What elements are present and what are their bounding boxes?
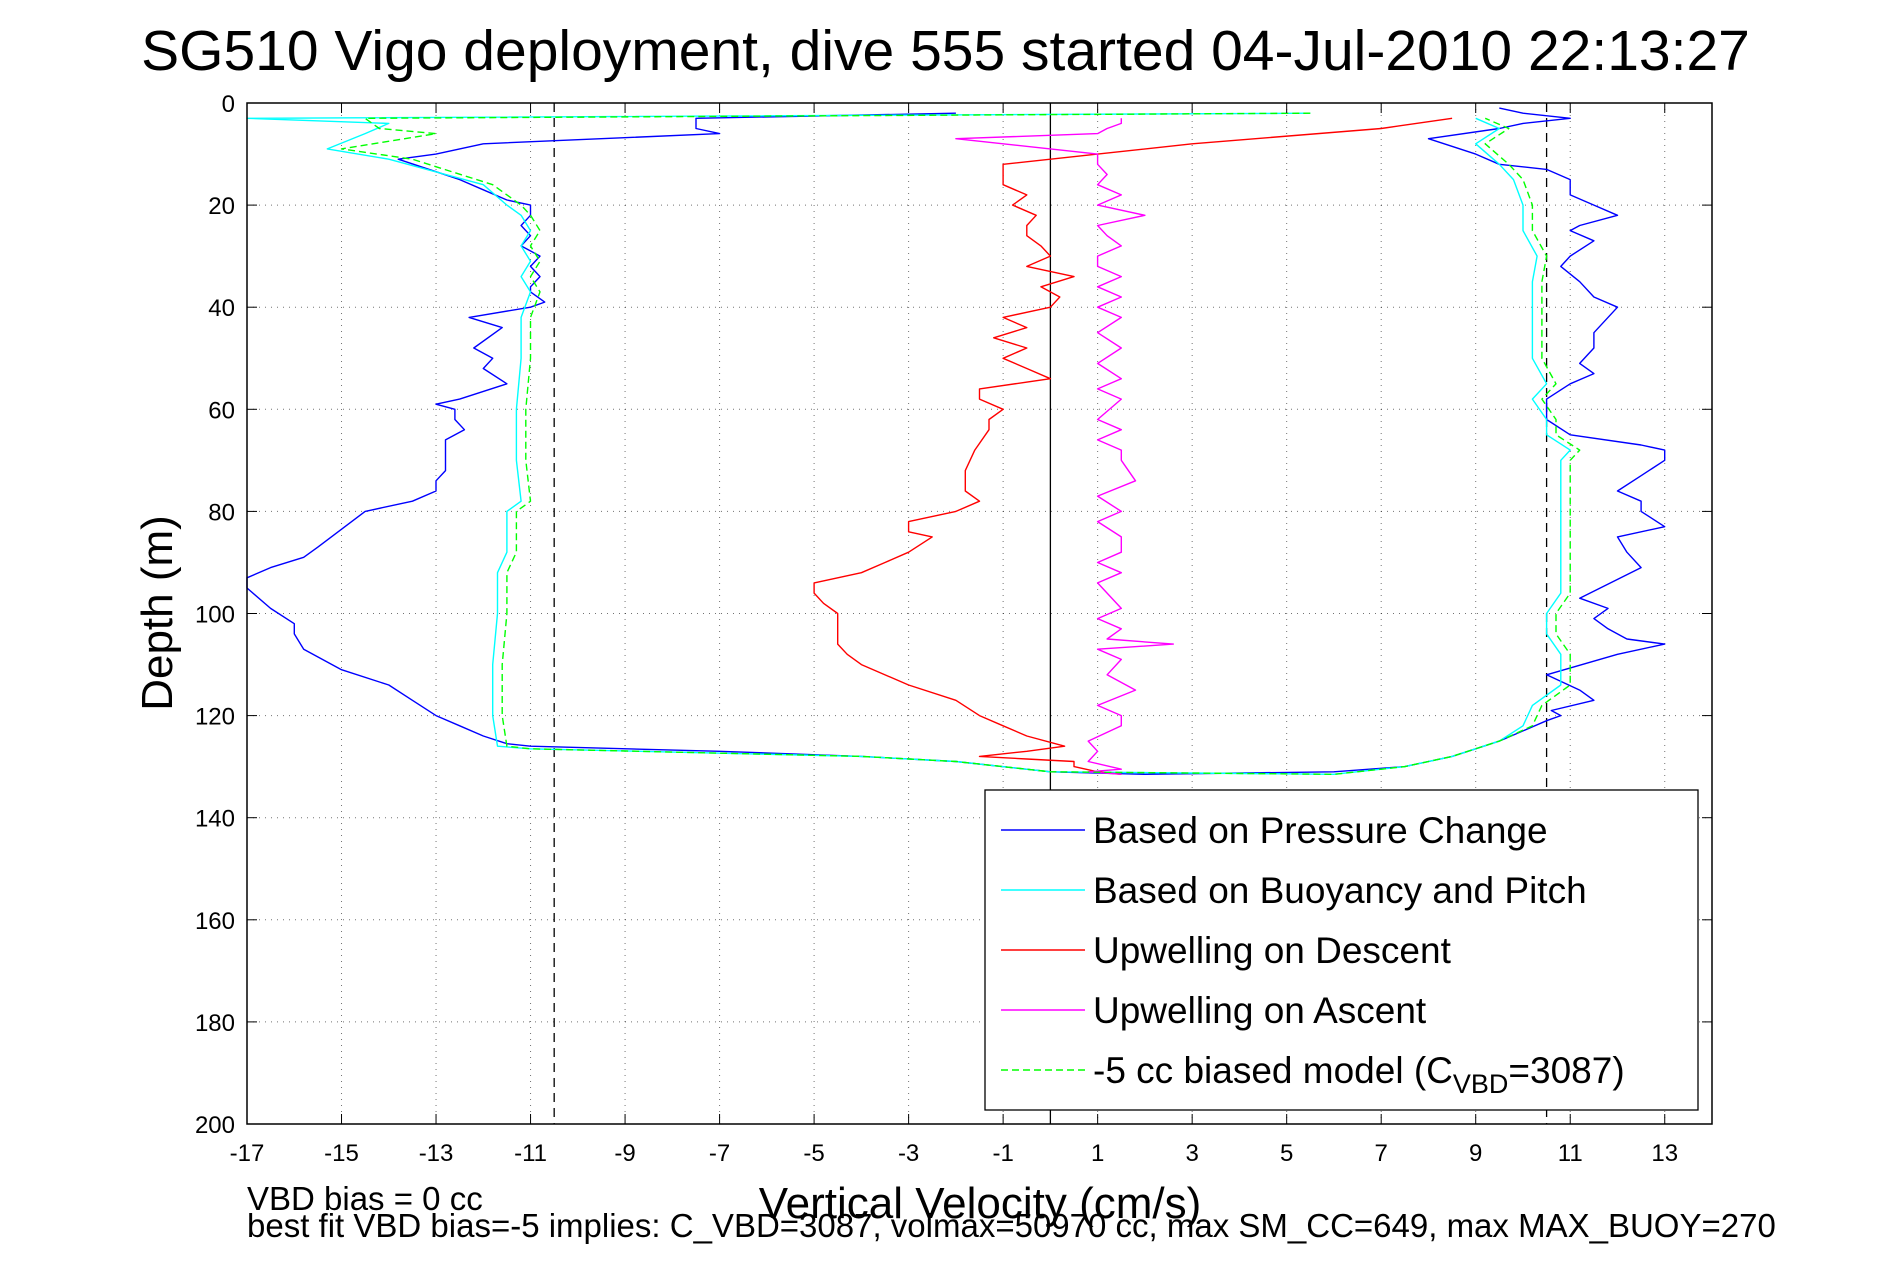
y-tick-label: 160 <box>195 908 235 935</box>
chart-title: SG510 Vigo deployment, dive 555 started … <box>141 19 1750 83</box>
x-tick-label: -3 <box>898 1140 919 1167</box>
series-line <box>955 118 1175 775</box>
y-tick-label: 40 <box>208 295 235 322</box>
legend-entry: Based on Pressure Change <box>1093 810 1548 851</box>
x-tick-label: 3 <box>1185 1140 1198 1167</box>
vbd-bias-note: VBD bias = 0 cc <box>247 1180 483 1217</box>
legend-entry: Based on Buoyancy and Pitch <box>1093 870 1587 911</box>
x-tick-label: -17 <box>230 1140 265 1167</box>
y-tick-label: 100 <box>195 602 235 629</box>
y-tick-label: 20 <box>208 193 235 220</box>
y-axis-label: Depth (m) <box>133 515 182 711</box>
x-tick-label: 13 <box>1651 1140 1678 1167</box>
series-line <box>340 112 1581 775</box>
legend-box <box>984 789 1699 1111</box>
best-fit-note: best fit VBD bias=-5 implies: C_VBD=3087… <box>247 1207 1776 1244</box>
x-tick-label: -15 <box>324 1140 359 1167</box>
data-series <box>246 107 1666 775</box>
legend-entry: -5 cc biased model (CVBD=3087) <box>1093 1050 1625 1099</box>
y-tick-label: 120 <box>195 704 235 731</box>
x-tick-label: -11 <box>514 1140 547 1167</box>
y-tick-label: 200 <box>195 1112 235 1139</box>
legend-entry: Upwelling on Ascent <box>1093 990 1427 1031</box>
x-tick-label: 1 <box>1091 1140 1104 1167</box>
y-tick-label: 60 <box>208 397 235 424</box>
series-line <box>246 112 1571 775</box>
x-tick-label: -13 <box>419 1140 454 1167</box>
series-line <box>813 117 1453 775</box>
x-tick-label: -7 <box>709 1140 730 1167</box>
y-tick-label: 180 <box>195 1010 235 1037</box>
series-line <box>246 107 1666 775</box>
x-axis-label: Vertical Velocity (cm/s) <box>759 1179 1202 1228</box>
legend: Based on Pressure Change Based on Buoyanc… <box>984 789 1699 1111</box>
x-tick-label: 11 <box>1558 1140 1583 1167</box>
x-tick-label: -1 <box>992 1140 1013 1167</box>
x-tick-label: -9 <box>614 1140 635 1167</box>
x-tick-label: -5 <box>803 1140 824 1167</box>
x-tick-label: 7 <box>1375 1140 1388 1167</box>
y-tick-label: 0 <box>222 91 235 118</box>
x-tick-label: 9 <box>1469 1140 1482 1167</box>
y-tick-label: 140 <box>195 806 235 833</box>
x-tick-label: 5 <box>1280 1140 1293 1167</box>
axis-ticks: -17 -15 -13 -11 -9 -7 -5 -3 -1 1 3 5 7 9 11 13020406080… <box>195 91 1712 1167</box>
legend-entry: Upwelling on Descent <box>1093 930 1452 971</box>
y-tick-label: 80 <box>208 499 235 526</box>
